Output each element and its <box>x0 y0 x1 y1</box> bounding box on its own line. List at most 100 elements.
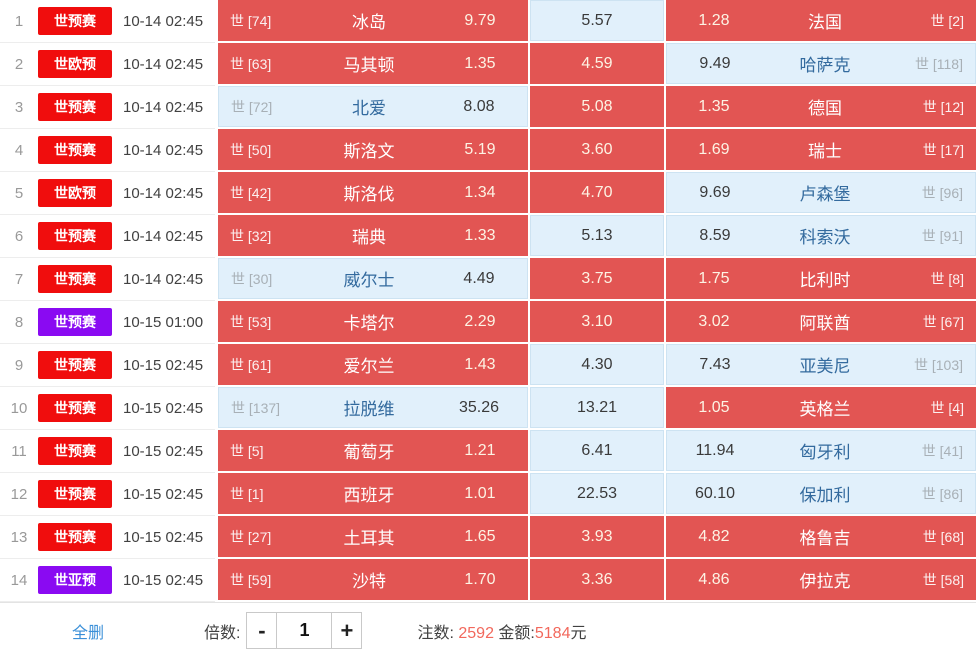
match-row: 1 世预赛 10-14 02:45 世 [74] 冰岛 9.79 5.57 1.… <box>0 0 976 43</box>
away-team-name: 比利时 <box>799 271 851 290</box>
away-win-odds-cell[interactable]: 1.05 英格兰 世 [4] <box>666 387 976 428</box>
match-time: 10-15 02:45 <box>123 571 204 589</box>
row-number: 6 <box>14 227 24 245</box>
home-win-odds-cell[interactable]: 世 [53] 卡塔尔 2.29 <box>218 301 528 342</box>
away-team-name: 德国 <box>808 99 842 118</box>
draw-odds: 22.53 <box>576 484 618 502</box>
away-win-odds-cell[interactable]: 11.94 匈牙利 世 [41] <box>666 430 976 471</box>
match-list: 1 世预赛 10-14 02:45 世 [74] 冰岛 9.79 5.57 1.… <box>0 0 976 602</box>
match-row: 12 世预赛 10-15 02:45 世 [1] 西班牙 1.01 22.53 … <box>0 473 976 516</box>
match-time: 10-14 02:45 <box>123 141 204 159</box>
multiplier-value[interactable]: 1 <box>276 612 333 649</box>
match-info: 1 世预赛 10-14 02:45 <box>0 0 215 43</box>
row-number: 12 <box>10 485 28 503</box>
away-win-odds-cell[interactable]: 7.43 亚美尼 世 [103] <box>666 344 976 385</box>
draw-odds-cell[interactable]: 3.93 <box>530 516 664 557</box>
home-win-odds-cell[interactable]: 世 [27] 土耳其 1.65 <box>218 516 528 557</box>
match-info: 4 世预赛 10-14 02:45 <box>0 129 215 172</box>
match-info: 11 世预赛 10-15 02:45 <box>0 430 215 473</box>
league-badge: 世预赛 <box>38 222 112 250</box>
match-info: 14 世亚预 10-15 02:45 <box>0 559 215 602</box>
home-win-odds: 5.19 <box>464 140 496 158</box>
away-win-odds-cell[interactable]: 9.69 卢森堡 世 [96] <box>666 172 976 213</box>
match-row: 14 世亚预 10-15 02:45 世 [59] 沙特 1.70 3.36 4… <box>0 559 976 602</box>
home-win-odds-cell[interactable]: 世 [30] 威尔士 4.49 <box>218 258 528 299</box>
match-row: 3 世预赛 10-14 02:45 世 [72] 北爱 8.08 5.08 1.… <box>0 86 976 129</box>
home-win-odds-cell[interactable]: 世 [32] 瑞典 1.33 <box>218 215 528 256</box>
home-team-name: 斯洛文 <box>343 142 395 161</box>
draw-odds-cell[interactable]: 4.59 <box>530 43 664 84</box>
match-row: 10 世预赛 10-15 02:45 世 [137] 拉脱维 35.26 13.… <box>0 387 976 430</box>
amount-label: 金额: <box>498 624 535 642</box>
away-world-rank: 世 [58] <box>922 571 964 588</box>
draw-odds: 5.08 <box>581 97 613 115</box>
match-row: 2 世欧预 10-14 02:45 世 [63] 马其顿 1.35 4.59 9… <box>0 43 976 86</box>
home-win-odds-cell[interactable]: 世 [42] 斯洛伐 1.34 <box>218 172 528 213</box>
away-world-rank: 世 [17] <box>922 141 964 158</box>
away-win-odds-cell[interactable]: 3.02 阿联酋 世 [67] <box>666 301 976 342</box>
away-win-odds-cell[interactable]: 1.35 德国 世 [12] <box>666 86 976 127</box>
draw-odds: 3.36 <box>581 570 613 588</box>
home-world-rank: 世 [61] <box>230 356 272 373</box>
away-win-odds: 1.69 <box>698 140 730 158</box>
home-world-rank: 世 [42] <box>230 184 272 201</box>
home-win-odds: 1.65 <box>464 527 496 545</box>
draw-odds-cell[interactable]: 3.75 <box>530 258 664 299</box>
home-team-name: 拉脱维 <box>343 400 395 419</box>
home-win-odds: 1.01 <box>464 484 496 502</box>
match-time: 10-15 02:45 <box>123 485 204 503</box>
home-win-odds-cell[interactable]: 世 [1] 西班牙 1.01 <box>218 473 528 514</box>
away-win-odds-cell[interactable]: 4.82 格鲁吉 世 [68] <box>666 516 976 557</box>
away-world-rank: 世 [103] <box>913 356 963 373</box>
draw-odds-cell[interactable]: 3.10 <box>530 301 664 342</box>
home-win-odds-cell[interactable]: 世 [5] 葡萄牙 1.21 <box>218 430 528 471</box>
match-time: 10-15 02:45 <box>123 528 204 546</box>
home-team-name: 土耳其 <box>343 529 395 548</box>
home-team-name: 卡塔尔 <box>343 314 395 333</box>
home-win-odds-cell[interactable]: 世 [59] 沙特 1.70 <box>218 559 528 600</box>
away-win-odds-cell[interactable]: 1.69 瑞士 世 [17] <box>666 129 976 170</box>
draw-odds-cell[interactable]: 4.30 <box>530 344 664 385</box>
away-win-odds-cell[interactable]: 1.75 比利时 世 [8] <box>666 258 976 299</box>
home-win-odds-cell[interactable]: 世 [137] 拉脱维 35.26 <box>218 387 528 428</box>
away-win-odds: 7.43 <box>699 355 731 373</box>
draw-odds-cell[interactable]: 5.57 <box>530 0 664 41</box>
away-world-rank: 世 [86] <box>921 485 963 502</box>
away-team-name: 伊拉克 <box>799 572 851 591</box>
delete-all-link[interactable]: 全删 <box>72 624 105 642</box>
draw-odds-cell[interactable]: 22.53 <box>530 473 664 514</box>
home-win-odds-cell[interactable]: 世 [63] 马其顿 1.35 <box>218 43 528 84</box>
home-win-odds-cell[interactable]: 世 [50] 斯洛文 5.19 <box>218 129 528 170</box>
home-win-odds-cell[interactable]: 世 [74] 冰岛 9.79 <box>218 0 528 41</box>
league-badge: 世预赛 <box>38 265 112 293</box>
league-badge: 世预赛 <box>38 523 112 551</box>
away-win-odds: 11.94 <box>695 441 735 459</box>
league-badge: 世亚预 <box>38 566 112 594</box>
draw-odds-cell[interactable]: 4.70 <box>530 172 664 213</box>
multiplier-increase-button[interactable]: + <box>331 612 363 649</box>
away-world-rank: 世 [4] <box>930 399 964 416</box>
draw-odds-cell[interactable]: 5.08 <box>530 86 664 127</box>
away-win-odds: 1.75 <box>698 269 730 287</box>
draw-odds-cell[interactable]: 6.41 <box>530 430 664 471</box>
amount-unit: 元 <box>570 624 587 642</box>
draw-odds-cell[interactable]: 3.60 <box>530 129 664 170</box>
draw-odds-cell[interactable]: 13.21 <box>530 387 664 428</box>
match-time: 10-14 02:45 <box>123 98 204 116</box>
away-win-odds: 9.49 <box>699 54 731 72</box>
away-win-odds-cell[interactable]: 4.86 伊拉克 世 [58] <box>666 559 976 600</box>
match-info: 12 世预赛 10-15 02:45 <box>0 473 215 516</box>
away-win-odds-cell[interactable]: 1.28 法国 世 [2] <box>666 0 976 41</box>
home-world-rank: 世 [59] <box>230 571 272 588</box>
draw-odds-cell[interactable]: 5.13 <box>530 215 664 256</box>
multiplier-decrease-button[interactable]: - <box>246 612 278 649</box>
row-number: 4 <box>14 141 24 159</box>
match-info: 5 世欧预 10-14 02:45 <box>0 172 215 215</box>
home-win-odds-cell[interactable]: 世 [72] 北爱 8.08 <box>218 86 528 127</box>
home-win-odds-cell[interactable]: 世 [61] 爱尔兰 1.43 <box>218 344 528 385</box>
away-win-odds-cell[interactable]: 8.59 科索沃 世 [91] <box>666 215 976 256</box>
draw-odds-cell[interactable]: 3.36 <box>530 559 664 600</box>
away-win-odds-cell[interactable]: 9.49 哈萨克 世 [118] <box>666 43 976 84</box>
row-number: 13 <box>10 528 28 546</box>
away-win-odds-cell[interactable]: 60.10 保加利 世 [86] <box>666 473 976 514</box>
